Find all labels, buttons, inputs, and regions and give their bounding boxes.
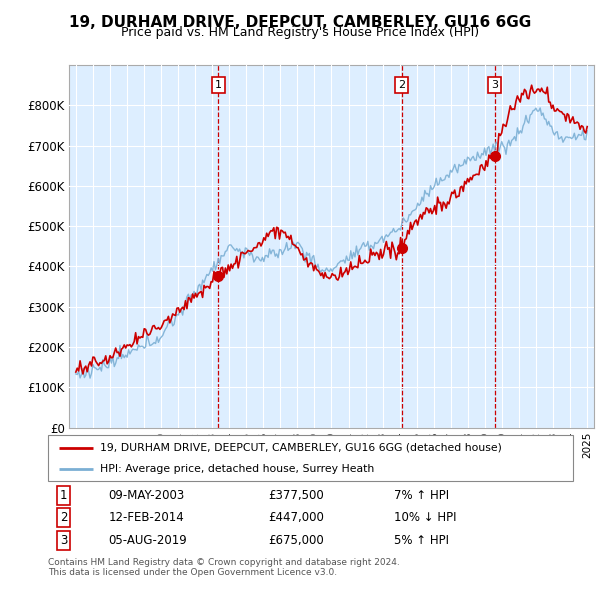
Text: 2: 2 xyxy=(60,511,67,525)
Text: 5% ↑ HPI: 5% ↑ HPI xyxy=(395,533,449,546)
Text: 19, DURHAM DRIVE, DEEPCUT, CAMBERLEY, GU16 6GG: 19, DURHAM DRIVE, DEEPCUT, CAMBERLEY, GU… xyxy=(69,15,531,30)
Text: HPI: Average price, detached house, Surrey Heath: HPI: Average price, detached house, Surr… xyxy=(101,464,375,474)
Text: 10% ↓ HPI: 10% ↓ HPI xyxy=(395,511,457,525)
Text: Price paid vs. HM Land Registry's House Price Index (HPI): Price paid vs. HM Land Registry's House … xyxy=(121,26,479,39)
Text: £447,000: £447,000 xyxy=(269,511,325,525)
Text: 09-MAY-2003: 09-MAY-2003 xyxy=(109,489,185,502)
Text: £377,500: £377,500 xyxy=(269,489,324,502)
Text: 1: 1 xyxy=(60,489,67,502)
Text: 3: 3 xyxy=(60,533,67,546)
Text: 19, DURHAM DRIVE, DEEPCUT, CAMBERLEY, GU16 6GG (detached house): 19, DURHAM DRIVE, DEEPCUT, CAMBERLEY, GU… xyxy=(101,442,502,453)
Text: 1: 1 xyxy=(215,80,221,90)
Text: Contains HM Land Registry data © Crown copyright and database right 2024.: Contains HM Land Registry data © Crown c… xyxy=(48,558,400,566)
Text: 2: 2 xyxy=(398,80,405,90)
Text: This data is licensed under the Open Government Licence v3.0.: This data is licensed under the Open Gov… xyxy=(48,568,337,577)
Text: 3: 3 xyxy=(491,80,498,90)
Text: 7% ↑ HPI: 7% ↑ HPI xyxy=(395,489,449,502)
Text: 12-FEB-2014: 12-FEB-2014 xyxy=(109,511,184,525)
Text: £675,000: £675,000 xyxy=(269,533,324,546)
Text: 05-AUG-2019: 05-AUG-2019 xyxy=(109,533,187,546)
